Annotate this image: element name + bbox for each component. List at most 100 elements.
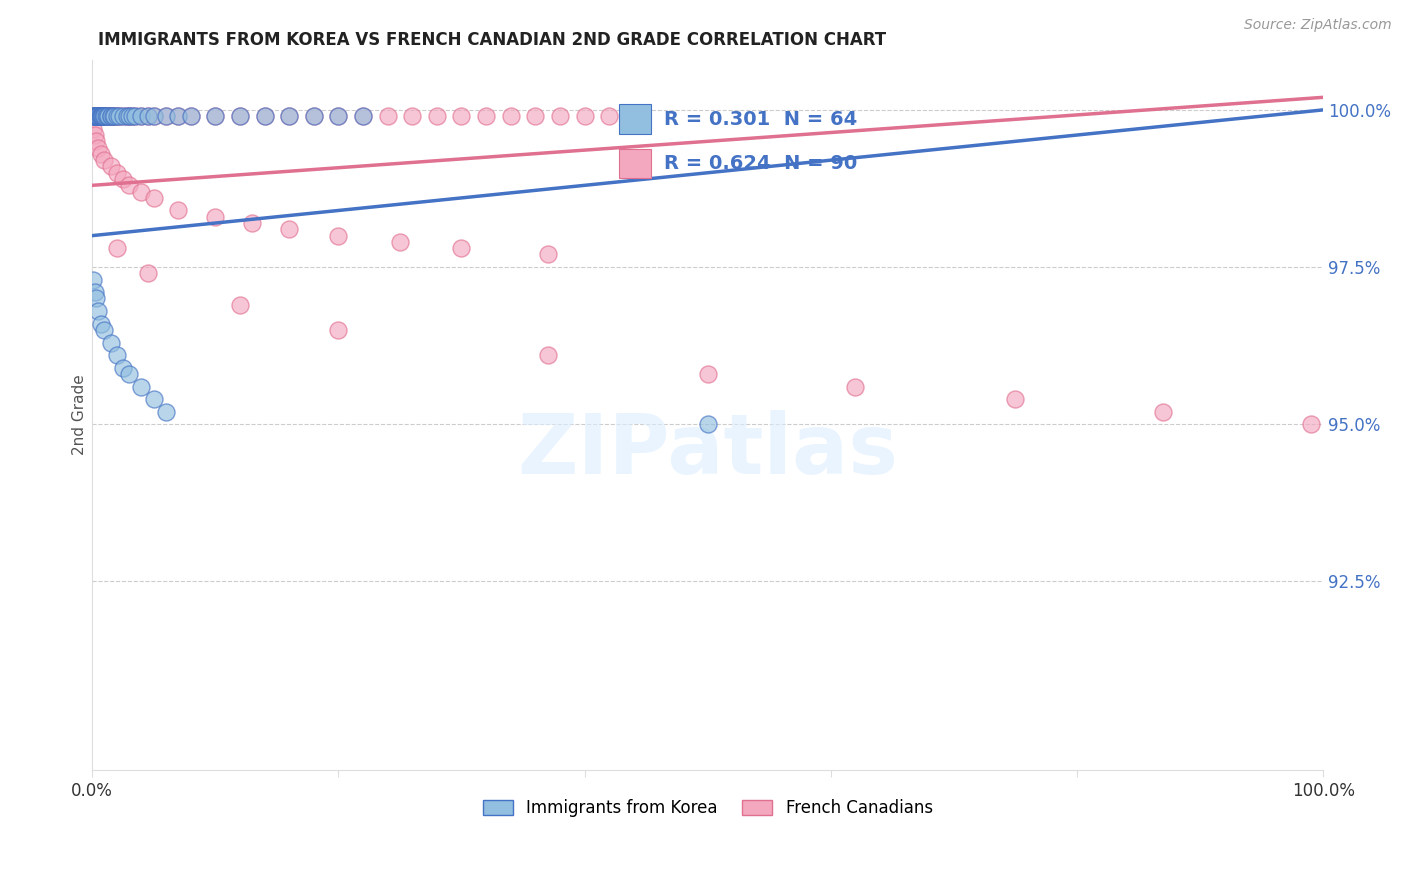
Point: [167, 109, 190, 123]
Point: [94, 109, 117, 123]
Y-axis label: 2nd Grade: 2nd Grade: [72, 375, 87, 455]
Point: [180, 109, 202, 123]
Point: [131, 109, 153, 123]
Point: [91, 109, 114, 123]
Point: [97, 109, 120, 123]
Point: [204, 109, 226, 123]
Point: [83, 285, 105, 300]
Point: [118, 109, 141, 123]
Point: [574, 109, 596, 123]
Point: [111, 172, 134, 186]
Point: [121, 109, 143, 123]
Point: [86, 109, 108, 123]
Point: [83, 109, 105, 123]
Point: [302, 109, 325, 123]
Point: [84, 109, 107, 123]
Point: [167, 109, 190, 123]
Point: [84, 134, 107, 148]
Point: [131, 185, 153, 199]
Point: [111, 109, 134, 123]
Point: [426, 109, 449, 123]
Point: [89, 109, 111, 123]
Point: [86, 109, 108, 123]
Point: [377, 109, 399, 123]
Point: [89, 109, 111, 123]
Text: Source: ZipAtlas.com: Source: ZipAtlas.com: [1244, 18, 1392, 32]
Point: [90, 147, 112, 161]
Point: [84, 109, 107, 123]
Point: [87, 304, 110, 318]
Point: [90, 109, 112, 123]
Point: [89, 109, 111, 123]
Point: [253, 109, 276, 123]
Point: [93, 109, 115, 123]
Point: [86, 109, 108, 123]
Point: [111, 109, 134, 123]
Point: [598, 109, 620, 123]
Point: [94, 109, 117, 123]
Point: [93, 109, 115, 123]
Point: [229, 109, 252, 123]
Point: [142, 191, 165, 205]
Point: [204, 210, 226, 224]
Point: [91, 109, 114, 123]
Point: [86, 109, 108, 123]
Point: [83, 109, 105, 123]
Point: [240, 216, 263, 230]
Point: [278, 109, 301, 123]
Point: [93, 109, 115, 123]
Point: [97, 109, 120, 123]
Point: [82, 109, 104, 123]
Point: [536, 247, 558, 261]
Point: [131, 109, 153, 123]
Point: [124, 109, 146, 123]
Point: [105, 109, 128, 123]
Point: [90, 109, 112, 123]
Point: [142, 392, 165, 406]
Point: [180, 109, 202, 123]
Point: [108, 109, 131, 123]
Point: [302, 109, 325, 123]
Text: IMMIGRANTS FROM KOREA VS FRENCH CANADIAN 2ND GRADE CORRELATION CHART: IMMIGRANTS FROM KOREA VS FRENCH CANADIAN…: [98, 31, 887, 49]
Point: [103, 109, 125, 123]
Point: [111, 360, 134, 375]
Point: [475, 109, 498, 123]
Point: [82, 121, 104, 136]
Point: [1152, 404, 1174, 418]
Point: [204, 109, 226, 123]
Point: [83, 109, 105, 123]
Point: [83, 109, 105, 123]
Point: [1004, 392, 1026, 406]
Point: [1299, 417, 1322, 432]
Point: [83, 128, 105, 142]
Point: [696, 417, 718, 432]
Point: [142, 109, 165, 123]
Point: [536, 348, 558, 362]
Point: [82, 109, 104, 123]
Point: [84, 109, 107, 123]
Point: [96, 109, 118, 123]
Point: [96, 109, 118, 123]
Point: [124, 109, 146, 123]
Text: ZIPatlas: ZIPatlas: [517, 409, 898, 491]
Point: [136, 266, 159, 280]
Point: [87, 109, 110, 123]
Point: [101, 109, 124, 123]
Legend: Immigrants from Korea, French Canadians: Immigrants from Korea, French Canadians: [474, 791, 941, 826]
Point: [87, 109, 110, 123]
Point: [101, 109, 124, 123]
Point: [91, 109, 114, 123]
Point: [401, 109, 423, 123]
Point: [450, 241, 472, 255]
Point: [278, 109, 301, 123]
Point: [108, 109, 131, 123]
Point: [87, 109, 110, 123]
Point: [450, 109, 472, 123]
Point: [524, 109, 547, 123]
Point: [103, 109, 125, 123]
Point: [155, 404, 177, 418]
Point: [105, 166, 128, 180]
Point: [100, 335, 122, 350]
Point: [167, 203, 190, 218]
Point: [90, 317, 112, 331]
